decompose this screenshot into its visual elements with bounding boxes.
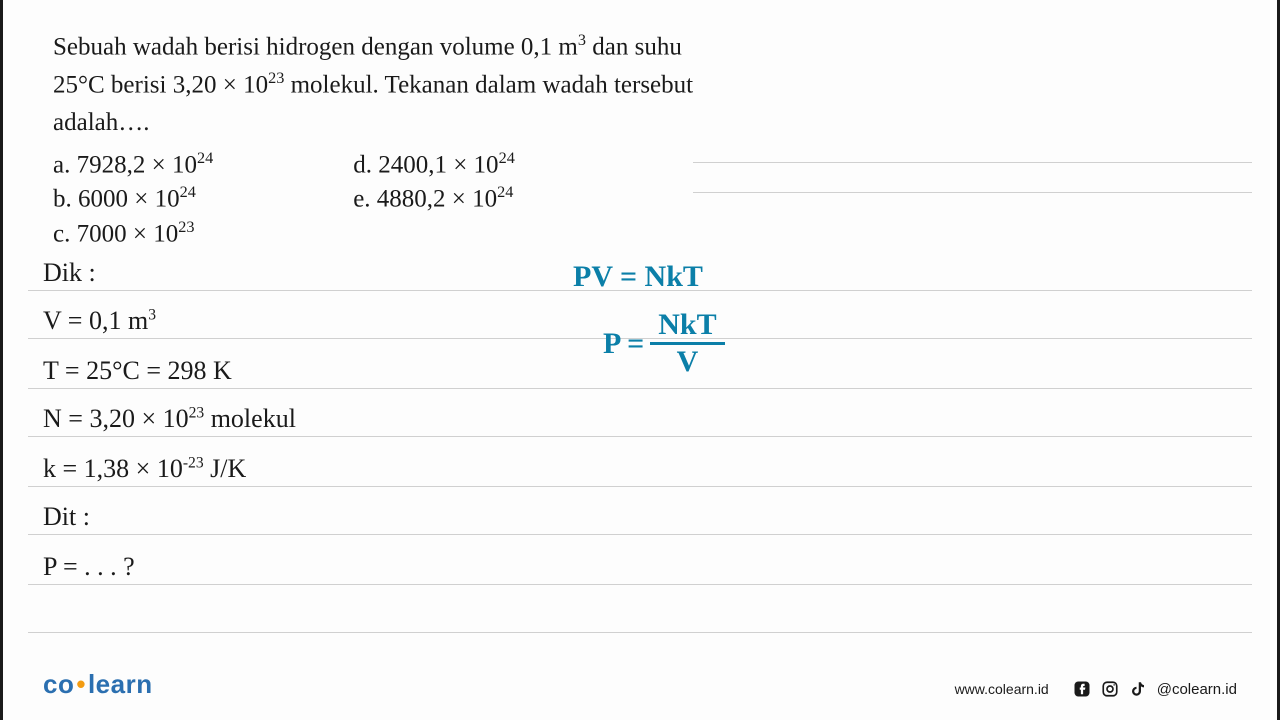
option-a: a. 7928,2 × 1024: [53, 149, 213, 179]
option-b: b. 6000 × 1024: [53, 183, 213, 213]
q-line2b: molekul. Tekanan dalam wadah tersebut: [284, 71, 693, 98]
brand-logo: co•learn: [43, 669, 153, 700]
brand-dot-icon: •: [74, 669, 88, 699]
rule-line: [693, 162, 1252, 163]
q-line1a: Sebuah wadah berisi hidrogen dengan volu…: [53, 33, 578, 60]
eq2-lhs: P =: [603, 327, 644, 361]
instagram-icon: [1101, 680, 1119, 698]
q-sup2: 23: [268, 69, 284, 87]
q-line2a: 25°C berisi 3,20 × 10: [53, 71, 268, 98]
tiktok-icon: [1129, 680, 1147, 698]
hw-k: k = 1,38 × 10-23 J/K: [43, 454, 246, 484]
eq2-fraction: NkT V: [650, 310, 724, 377]
rule-line: [28, 584, 1252, 585]
rule-line: [28, 632, 1252, 633]
rule-line: [693, 192, 1252, 193]
q-line3: adalah….: [53, 109, 149, 136]
brand-learn: learn: [88, 669, 153, 699]
rule-line: [28, 436, 1252, 437]
options-row: a. 7928,2 × 1024 b. 6000 × 1024 c. 7000 …: [53, 149, 1227, 248]
hw-dik: Dik :: [43, 258, 96, 288]
q-sup1: 3: [578, 31, 586, 49]
option-e: e. 4880,2 × 1024: [353, 183, 515, 213]
hw-v: V = 0,1 m3: [43, 306, 156, 336]
q-line1b: dan suhu: [586, 33, 682, 60]
hw-eq1: PV = NkT: [573, 260, 703, 294]
option-d: d. 2400,1 × 1024: [353, 149, 515, 179]
hw-eq2: P = NkT V: [603, 310, 725, 377]
footer-url: www.colearn.id: [955, 681, 1049, 697]
eq2-den: V: [677, 345, 699, 377]
footer-socials: www.colearn.id @colearn.id: [955, 680, 1237, 698]
hw-t: T = 25°C = 298 K: [43, 356, 232, 386]
hw-p: P = . . . ?: [43, 552, 135, 582]
eq2-num: NkT: [650, 310, 724, 345]
hw-dit: Dit :: [43, 502, 90, 532]
option-c: c. 7000 × 1023: [53, 218, 213, 248]
rule-line: [28, 534, 1252, 535]
hw-n: N = 3,20 × 1023 molekul: [43, 404, 296, 434]
rule-line: [28, 388, 1252, 389]
ruled-area: Dik : V = 0,1 m3 T = 25°C = 298 K N = 3,…: [3, 270, 1277, 650]
question-text: Sebuah wadah berisi hidrogen dengan volu…: [53, 28, 753, 141]
brand-co: co: [43, 669, 74, 699]
rule-line: [28, 486, 1252, 487]
facebook-icon: [1073, 680, 1091, 698]
footer-handle: @colearn.id: [1157, 681, 1237, 698]
